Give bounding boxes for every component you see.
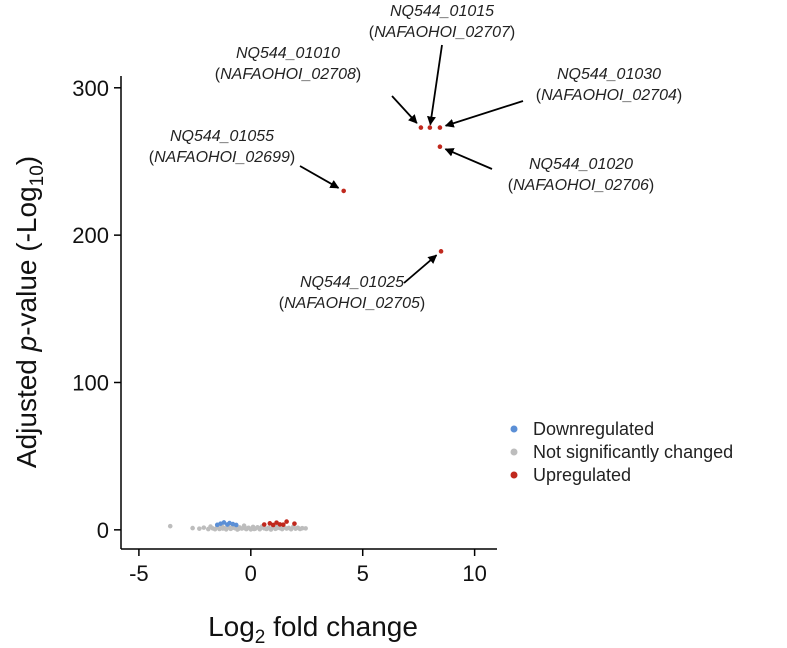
- data-point: [280, 522, 286, 527]
- annotation-locus-tag: (NAFAOHOI_02704): [536, 87, 682, 104]
- data-point: [341, 188, 346, 194]
- data-point: [220, 526, 226, 531]
- data-point: [214, 522, 220, 528]
- annotation-locus-tag: (NAFAOHOI_02705): [279, 295, 425, 312]
- y-axis-title: Adjusted p-value (-Log10): [11, 156, 48, 468]
- legend-swatch: [510, 425, 518, 433]
- x-tick-label: 0: [245, 561, 257, 586]
- data-point: [299, 525, 305, 531]
- annotation-gene-id: NQ544_01020: [529, 156, 633, 173]
- annotation-gene-id: NQ544_01030: [557, 66, 661, 83]
- data-point: [197, 526, 202, 531]
- annotation-locus-tag: (NAFAOHOI_02707): [369, 24, 515, 41]
- data-point: [427, 125, 433, 130]
- legend-label: Upregulated: [533, 465, 631, 485]
- legend-label: Not significantly changed: [533, 442, 733, 462]
- annotation-gene-id: NQ544_01025: [300, 274, 404, 291]
- data-points: [167, 125, 444, 532]
- annotation-arrow: [403, 254, 438, 284]
- y-tick-label: 300: [72, 76, 109, 101]
- y-tick-label: 0: [97, 518, 109, 543]
- data-point: [274, 525, 279, 531]
- data-point: [201, 525, 207, 530]
- annotation-locus-tag: (NAFAOHOI_02706): [508, 177, 654, 194]
- x-axis-title: Log2 fold change: [208, 611, 418, 648]
- legend-swatch: [510, 471, 518, 479]
- data-point: [270, 522, 276, 528]
- legend-swatch: [510, 448, 518, 456]
- x-tick-label: -5: [129, 561, 149, 586]
- data-point: [438, 249, 444, 254]
- annotation-arrow: [391, 95, 418, 124]
- annotation-arrow: [444, 148, 493, 170]
- data-point: [265, 526, 270, 531]
- data-point: [303, 526, 308, 531]
- legend: Downregulated Not significantly changed Up…: [510, 419, 733, 485]
- x-tick-label: 10: [462, 561, 486, 586]
- data-point: [167, 523, 173, 529]
- data-point: [292, 521, 297, 526]
- annotation-locus-tag: (NAFAOHOI_02708): [215, 66, 361, 83]
- annotation-locus-tag: (NAFAOHOI_02699): [149, 149, 295, 166]
- legend-label: Downregulated: [533, 419, 654, 439]
- data-point: [221, 520, 227, 525]
- annotation-arrow: [444, 100, 524, 128]
- annotation-gene-id: NQ544_01015: [390, 3, 494, 20]
- data-point: [229, 525, 235, 531]
- data-point: [242, 525, 248, 531]
- x-tick-label: 5: [357, 561, 369, 586]
- y-tick-label: 100: [72, 370, 109, 395]
- annotation-arrow: [299, 165, 340, 189]
- data-point: [284, 519, 289, 524]
- data-point: [251, 526, 257, 532]
- data-point: [261, 522, 267, 527]
- data-point: [236, 526, 241, 532]
- axes: [120, 76, 497, 550]
- data-point: [258, 525, 264, 531]
- annotation-gene-id: NQ544_01010: [236, 45, 340, 62]
- data-point: [233, 522, 239, 528]
- annotation-arrow: [427, 44, 443, 126]
- data-point: [437, 125, 443, 130]
- data-point: [418, 125, 424, 130]
- data-point: [437, 144, 443, 150]
- annotations: NQ544_01015 (NAFAOHOI_02707) NQ544_01010 (N…: [149, 3, 682, 312]
- annotation-gene-id: NQ544_01055: [170, 128, 274, 145]
- data-point: [277, 522, 283, 527]
- data-point: [190, 525, 195, 531]
- y-tick-label: 200: [72, 223, 109, 248]
